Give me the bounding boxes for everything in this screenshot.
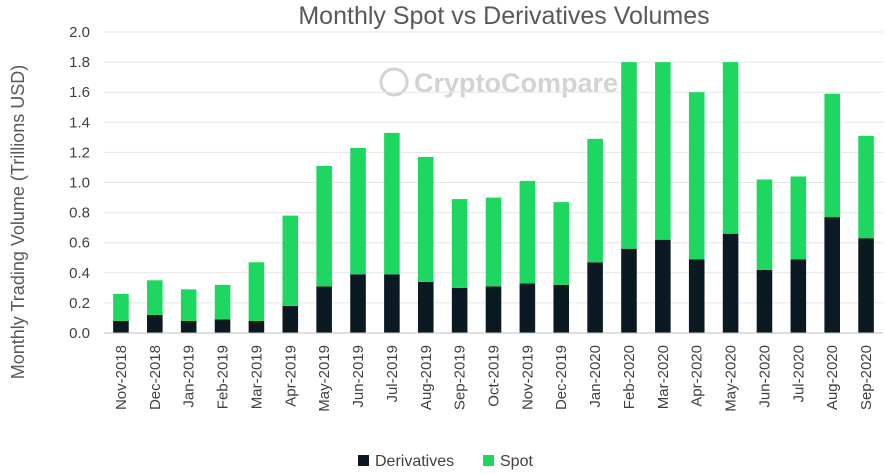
bar-spot-jul-2019 bbox=[384, 132, 400, 275]
bar-derivatives-nov-2019 bbox=[519, 283, 536, 333]
bar-spot-apr-2020 bbox=[688, 92, 705, 260]
watermark-text: CryptoCompare bbox=[414, 68, 618, 98]
y-tick-label: 0.0 bbox=[69, 325, 90, 342]
y-tick-label: 1.6 bbox=[69, 84, 90, 101]
bar-derivatives-aug-2020 bbox=[824, 217, 840, 333]
x-tick-label: Jan-2019 bbox=[181, 345, 198, 408]
x-tick-label: Oct-2019 bbox=[486, 345, 503, 407]
x-tick-label: Sep-2019 bbox=[452, 345, 469, 410]
bar-derivatives-jun-2019 bbox=[350, 274, 366, 333]
bar-spot-feb-2020 bbox=[621, 62, 637, 249]
watermark-logo-icon bbox=[379, 67, 409, 97]
x-tick-label: Sep-2020 bbox=[858, 345, 875, 410]
y-axis-ticks: 0.0 0.2 0.4 0.6 0.8 1.0 1.2 1.4 1.6 1.8 2.0 bbox=[69, 24, 90, 342]
bar-derivatives-jan-2019 bbox=[180, 320, 197, 333]
bar-derivatives-aug-2019 bbox=[417, 281, 434, 333]
legend-label-derivatives: Derivatives bbox=[375, 453, 454, 470]
y-tick-label: 1.0 bbox=[69, 175, 90, 192]
bar-derivatives-nov-2018 bbox=[113, 320, 129, 333]
x-tick-label: Apr-2019 bbox=[282, 345, 299, 407]
bar-derivatives-jun-2020 bbox=[756, 269, 773, 333]
x-tick-label: Dec-2018 bbox=[147, 345, 164, 410]
bar-spot-jun-2019 bbox=[350, 147, 366, 275]
y-tick-label: 1.8 bbox=[69, 54, 90, 71]
bar-spot-dec-2018 bbox=[147, 280, 163, 315]
bar-spot-mar-2020 bbox=[655, 62, 671, 240]
legend: Derivatives Spot bbox=[358, 453, 533, 470]
bar-spot-feb-2019 bbox=[214, 284, 231, 320]
x-tick-label: Jul-2020 bbox=[790, 345, 807, 403]
y-tick-label: 0.8 bbox=[69, 205, 90, 222]
bar-spot-aug-2019 bbox=[417, 156, 434, 282]
bar-derivatives-apr-2020 bbox=[688, 259, 705, 333]
bar-derivatives-sep-2020 bbox=[858, 238, 874, 333]
x-tick-label: Aug-2019 bbox=[418, 345, 435, 410]
bar-spot-may-2020 bbox=[722, 62, 739, 234]
x-tick-label: Mar-2019 bbox=[248, 345, 265, 409]
bar-derivatives-sep-2019 bbox=[451, 287, 468, 333]
x-tick-label: Nov-2019 bbox=[519, 345, 536, 410]
bar-spot-nov-2018 bbox=[113, 293, 129, 321]
x-axis-ticks: Nov-2018 Dec-2018 Jan-2019 Feb-2019 Mar-2019… bbox=[113, 345, 875, 412]
bar-derivatives-feb-2019 bbox=[214, 319, 231, 333]
bar-spot-sep-2019 bbox=[451, 199, 468, 288]
y-tick-label: 2.0 bbox=[69, 24, 90, 41]
bar-derivatives-jul-2019 bbox=[384, 274, 400, 333]
x-tick-label: Jan-2020 bbox=[587, 345, 604, 408]
x-tick-label: Nov-2018 bbox=[113, 345, 130, 410]
bar-derivatives-apr-2019 bbox=[282, 305, 299, 333]
bar-spot-dec-2019 bbox=[553, 202, 570, 285]
bar-derivatives-may-2020 bbox=[722, 233, 739, 333]
gridlines bbox=[104, 31, 883, 304]
bar-spot-sep-2020 bbox=[858, 135, 874, 239]
bar-derivatives-mar-2019 bbox=[248, 320, 265, 333]
x-tick-label: Mar-2020 bbox=[655, 345, 672, 409]
x-tick-label: May-2019 bbox=[316, 345, 333, 412]
x-tick-label: Feb-2019 bbox=[215, 345, 232, 409]
x-tick-label: May-2020 bbox=[723, 345, 740, 412]
bar-spot-may-2019 bbox=[316, 165, 332, 287]
bar-spot-nov-2019 bbox=[519, 180, 536, 284]
legend-label-spot: Spot bbox=[500, 453, 533, 470]
x-tick-label: Jun-2019 bbox=[350, 345, 367, 408]
y-tick-label: 0.2 bbox=[69, 295, 90, 312]
y-axis-label: Monthly Trading Volume (Trillions USD) bbox=[8, 65, 28, 379]
bar-spot-apr-2019 bbox=[282, 215, 299, 306]
legend-swatch-derivatives bbox=[358, 455, 369, 466]
x-tick-label: Jun-2020 bbox=[756, 345, 773, 408]
y-tick-label: 1.2 bbox=[69, 144, 90, 161]
y-tick-label: 1.4 bbox=[69, 114, 90, 131]
x-tick-label: Feb-2020 bbox=[621, 345, 638, 409]
bar-spot-aug-2020 bbox=[824, 93, 840, 218]
bar-derivatives-jul-2020 bbox=[790, 259, 807, 333]
bar-spot-jul-2020 bbox=[790, 176, 807, 260]
y-tick-label: 0.4 bbox=[69, 265, 90, 282]
bar-spot-jan-2020 bbox=[587, 138, 603, 263]
chart-title: Monthly Spot vs Derivatives Volumes bbox=[298, 2, 709, 30]
x-tick-label: Aug-2020 bbox=[824, 345, 841, 410]
x-tick-label: Jul-2019 bbox=[384, 345, 401, 403]
bar-spot-jun-2020 bbox=[756, 179, 773, 270]
bar-spot-mar-2019 bbox=[248, 262, 265, 321]
bar-derivatives-may-2019 bbox=[316, 286, 332, 333]
legend-swatch-spot bbox=[483, 455, 494, 466]
bars bbox=[113, 62, 874, 333]
bar-derivatives-dec-2019 bbox=[553, 284, 570, 333]
bar-spot-oct-2019 bbox=[485, 197, 502, 287]
y-tick-label: 0.6 bbox=[69, 235, 90, 252]
bar-derivatives-feb-2020 bbox=[621, 248, 637, 333]
bar-derivatives-dec-2018 bbox=[147, 314, 163, 333]
x-tick-label: Apr-2020 bbox=[689, 345, 706, 407]
bar-derivatives-jan-2020 bbox=[587, 262, 603, 333]
watermark: CryptoCompare bbox=[379, 67, 618, 98]
x-tick-label: Dec-2019 bbox=[553, 345, 570, 410]
bar-derivatives-oct-2019 bbox=[485, 286, 502, 333]
bar-spot-jan-2019 bbox=[180, 289, 197, 321]
bar-derivatives-mar-2020 bbox=[655, 239, 671, 333]
